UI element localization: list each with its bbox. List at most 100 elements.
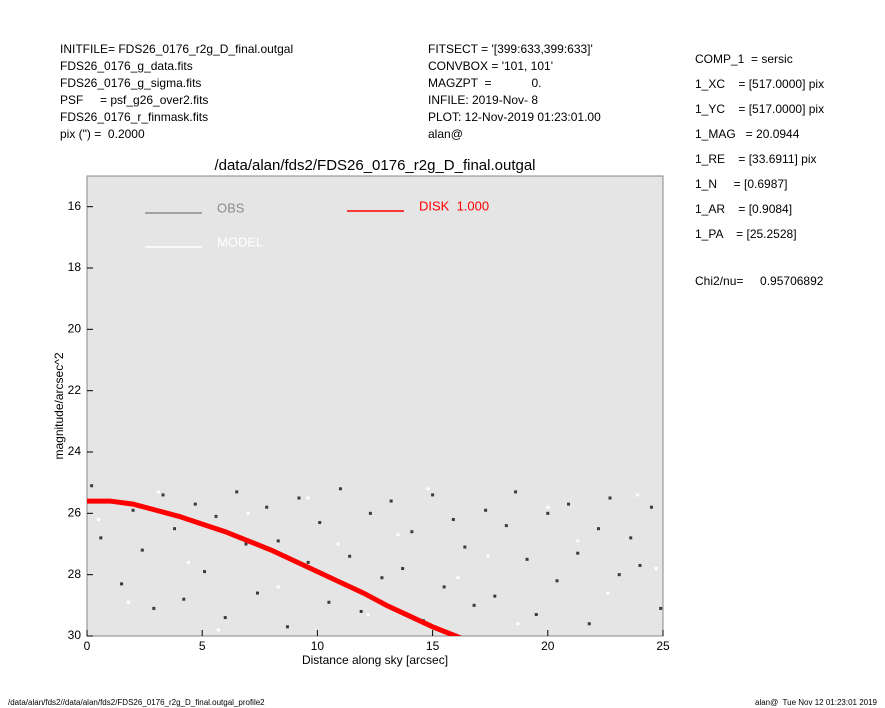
header-right: 1_MAG = 20.0944 [695, 127, 800, 141]
data-point [152, 606, 156, 610]
disk-profile [87, 498, 463, 636]
y-tick-label: 16 [68, 199, 82, 213]
data-point [587, 622, 591, 626]
data-point [161, 493, 165, 497]
data-point [401, 567, 405, 571]
data-point [223, 616, 227, 620]
y-tick-label: 18 [68, 260, 82, 274]
data-point [193, 502, 197, 506]
data-point [306, 560, 310, 564]
data-point [636, 493, 640, 497]
header-left: INITFILE= FDS26_0176_r2g_D_final.outgal [60, 42, 293, 56]
header-middle: INFILE: 2019-Nov- 8 [428, 93, 538, 107]
data-point [120, 582, 124, 586]
x-tick-label: 15 [426, 639, 440, 653]
data-point [348, 554, 352, 558]
footer-right: alan@ Tue Nov 12 01:23:01 2019 [755, 698, 878, 707]
data-point [596, 527, 600, 531]
data-point [654, 567, 658, 571]
chart-title: /data/alan/fds2/FDS26_0176_r2g_D_final.o… [214, 157, 535, 174]
x-tick-label: 20 [541, 639, 555, 653]
data-point [534, 613, 538, 617]
footer-left: /data/alan/fds2//data/alan/fds2/FDS26_01… [8, 698, 265, 707]
header-right: 1_XC = [517.0000] pix [695, 77, 824, 91]
data-point [493, 594, 497, 598]
data-point [276, 539, 280, 543]
data-point [216, 628, 220, 632]
data-point [359, 609, 363, 613]
y-tick-label: 24 [68, 444, 82, 458]
data-point [255, 591, 259, 595]
header-left: pix (") = 0.2000 [60, 127, 145, 141]
data-point [608, 496, 612, 500]
data-point [389, 499, 393, 503]
header-left: FDS26_0176_r_finmask.fits [60, 110, 208, 124]
data-point [265, 505, 269, 509]
y-tick-label: 28 [68, 567, 82, 581]
header-right: 1_N = [0.6987] [695, 177, 787, 191]
header-left: FDS26_0176_g_sigma.fits [60, 76, 201, 90]
data-point [431, 493, 435, 497]
data-point [131, 508, 135, 512]
data-point [629, 536, 633, 540]
header-right: 1_RE = [33.6911] pix [695, 152, 817, 166]
data-point [546, 511, 550, 515]
header-right: COMP_1 = sersic [695, 52, 793, 66]
header-right: 1_AR = [0.9084] [695, 202, 792, 216]
y-tick-label: 26 [68, 506, 82, 520]
data-point [306, 496, 310, 500]
header-left: FDS26_0176_g_data.fits [60, 59, 193, 73]
data-point [156, 490, 160, 494]
data-point [97, 517, 101, 521]
header-middle: PLOT: 12-Nov-2019 01:23:01.00 [428, 110, 601, 124]
data-point [546, 505, 550, 509]
data-point [576, 539, 580, 543]
header-left: PSF = psf_g26_over2.fits [60, 93, 208, 107]
data-point [338, 487, 342, 491]
data-point [649, 505, 653, 509]
x-tick-label: 10 [311, 639, 325, 653]
data-point [426, 487, 430, 491]
data-point [606, 591, 610, 595]
legend-label: MODEL [217, 234, 263, 249]
data-point [99, 536, 103, 540]
data-point [451, 517, 455, 521]
data-point [276, 585, 280, 589]
data-point [555, 579, 559, 583]
data-point [576, 551, 580, 555]
data-point [327, 600, 331, 604]
data-point [617, 573, 621, 577]
data-point [173, 527, 177, 531]
data-point [186, 560, 190, 564]
data-point [182, 597, 186, 601]
data-point [366, 613, 370, 617]
chi2: Chi2/nu= 0.95706892 [695, 274, 824, 288]
data-point [246, 511, 250, 515]
header-middle: CONVBOX = '101, 101' [428, 59, 553, 73]
x-axis-label: Distance along sky [arcsec] [302, 653, 448, 667]
data-point [514, 490, 518, 494]
data-point [244, 542, 248, 546]
plot-area [86, 175, 664, 637]
data-point [214, 514, 218, 518]
data-point [140, 548, 144, 552]
data-point [504, 524, 508, 528]
data-point [638, 563, 642, 567]
data-point [472, 603, 476, 607]
data-point [567, 502, 571, 506]
data-point [442, 585, 446, 589]
data-point [90, 484, 94, 488]
data-point [659, 606, 663, 610]
data-point [380, 576, 384, 580]
data-point [484, 508, 488, 512]
data-point [297, 496, 301, 500]
x-tick-label: 25 [656, 639, 670, 653]
data-point [486, 554, 490, 558]
header-right: 1_YC = [517.0000] pix [695, 102, 824, 116]
header-middle: MAGZPT = 0. [428, 76, 541, 90]
header-middle: alan@ [428, 127, 463, 141]
data-point [516, 622, 520, 626]
data-point [368, 511, 372, 515]
data-point [463, 545, 467, 549]
